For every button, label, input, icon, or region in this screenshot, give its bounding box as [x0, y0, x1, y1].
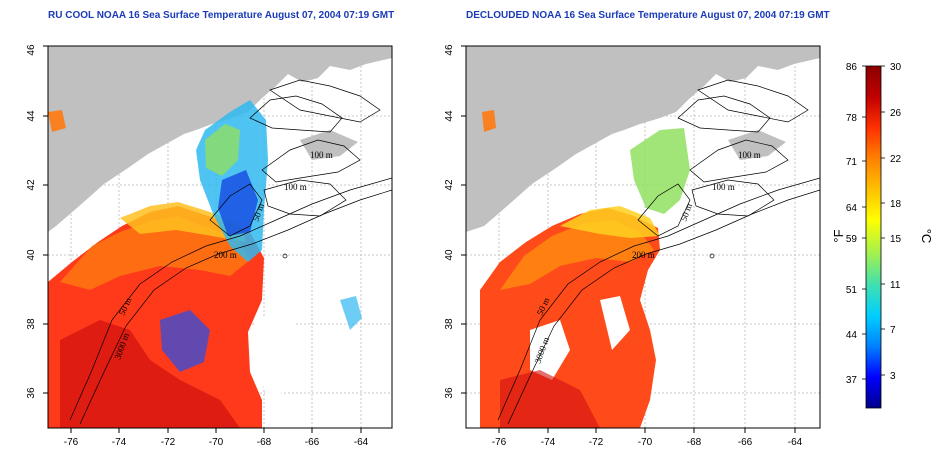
right-land-mass	[466, 46, 820, 232]
left-x-tick: -72	[161, 437, 176, 448]
colorbar-c-tick: 3	[890, 371, 896, 382]
left-contour-label-2: 100 m	[284, 182, 307, 192]
colorbar-c-tick: 18	[890, 199, 902, 210]
right-y-tick: 46	[444, 44, 455, 56]
left-y-tick: 38	[26, 318, 37, 330]
colorbar-c-tick: 11	[890, 280, 901, 291]
left-y-tick: 42	[26, 179, 37, 191]
colorbar-c-tick: 7	[890, 325, 896, 336]
right-contour-label-4: 200 m	[632, 250, 655, 260]
colorbar-gradient	[865, 65, 882, 409]
left-x-tick: -70	[209, 437, 224, 448]
colorbar-c-tick: 30	[890, 62, 902, 73]
left-bathymetry-contours	[69, 79, 392, 425]
colorbar-f-tick: 78	[846, 113, 858, 124]
colorbar-f-tick: 71	[846, 157, 858, 168]
left-contour-label-4: 200 m	[214, 250, 237, 260]
left-x-tick: -74	[112, 437, 127, 448]
left-plot-frame	[47, 45, 393, 429]
right-map-panel: 100 m 100 m 50 m 200 m 50 m 3000 m -76 -…	[444, 44, 821, 448]
colorbar-f-tick: 59	[846, 234, 858, 245]
right-y-tick: 44	[444, 110, 455, 122]
right-y-tick: 36	[444, 387, 455, 399]
left-land-mass	[48, 46, 392, 232]
left-contour-label-1: 100 m	[310, 150, 333, 160]
colorbar: 86 78 71 64 59 51 44 37 30 26 22 18 15 1…	[831, 62, 934, 409]
colorbar-c-tick: 26	[890, 108, 902, 119]
colorbar-f-tick: 44	[846, 330, 858, 341]
colorbar-f-tick: 51	[846, 285, 858, 296]
right-bathymetry-contours	[497, 79, 820, 425]
right-x-tick: -76	[492, 437, 507, 448]
right-y-tick: 40	[444, 249, 455, 261]
left-y-tick: 36	[26, 387, 37, 399]
left-x-tick: -76	[64, 437, 79, 448]
right-x-tick: -64	[788, 437, 803, 448]
right-plot-frame	[465, 45, 821, 429]
right-contour-label-2: 100 m	[712, 182, 735, 192]
colorbar-fahrenheit-label: °F	[831, 229, 846, 242]
left-y-tick: 44	[26, 110, 37, 122]
right-x-tick: -68	[687, 437, 702, 448]
right-x-tick: -66	[738, 437, 753, 448]
left-map-panel: 100 m 100 m 50 m 200 m 50 m 3000 m -76 -…	[26, 44, 393, 448]
right-x-tick: -70	[638, 437, 653, 448]
colorbar-c-tick: 22	[890, 154, 902, 165]
left-panel-title: RU COOL NOAA 16 Sea Surface Temperature …	[48, 10, 395, 21]
right-x-tick: -74	[541, 437, 556, 448]
right-y-tick: 38	[444, 318, 455, 330]
left-x-tick: -66	[305, 437, 320, 448]
colorbar-f-tick: 37	[846, 375, 858, 386]
colorbar-f-tick: 64	[846, 203, 858, 214]
left-y-tick: 46	[26, 44, 37, 56]
left-x-tick: -64	[354, 437, 369, 448]
colorbar-celsius-label: °C	[919, 229, 934, 244]
colorbar-c-tick: 15	[890, 234, 902, 245]
left-y-tick: 40	[26, 249, 37, 261]
right-y-tick: 42	[444, 179, 455, 191]
right-contour-label-1: 100 m	[738, 150, 761, 160]
colorbar-f-tick: 86	[846, 62, 858, 73]
left-x-tick: -68	[257, 437, 272, 448]
right-x-tick: -72	[589, 437, 604, 448]
right-panel-title: DECLOUDED NOAA 16 Sea Surface Temperatur…	[466, 10, 830, 21]
